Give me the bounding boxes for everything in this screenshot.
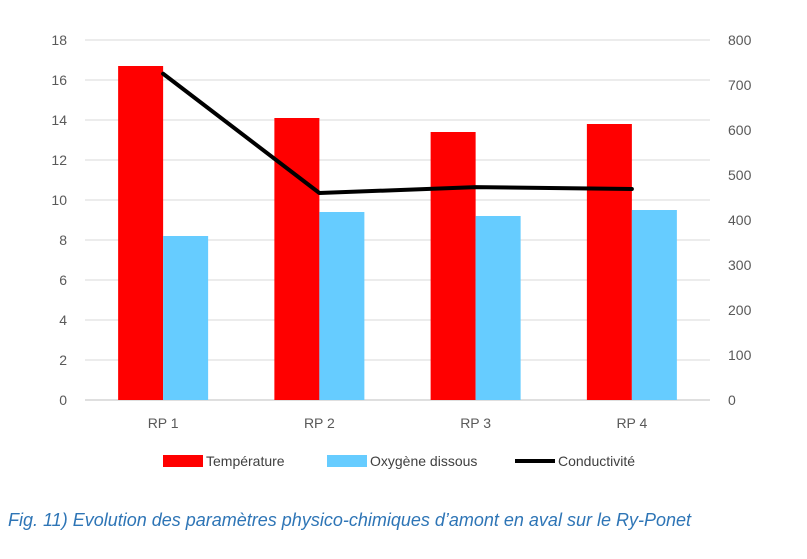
bar-temp-rature-rp-3: [430, 132, 476, 400]
left-tick-label: 4: [59, 312, 67, 328]
bar-oxyg-ne-dissous-rp-1: [163, 236, 209, 400]
right-tick-label: 700: [728, 77, 752, 93]
bar-temp-rature-rp-1: [118, 66, 164, 400]
left-tick-label: 2: [59, 352, 67, 368]
left-axis-ticks: 0 2 4 6 8 10 12 14 16 18: [51, 32, 67, 408]
bar-temp-rature-rp-2: [274, 118, 320, 400]
legend-swatch: [327, 455, 367, 467]
left-tick-label: 12: [51, 152, 67, 168]
right-tick-label: 600: [728, 122, 752, 138]
right-tick-label: 500: [728, 167, 752, 183]
right-axis-ticks: 0 100 200 300 400 500 600 700 800: [728, 32, 752, 408]
bar-temp-rature-rp-4: [586, 124, 632, 400]
left-tick-label: 10: [51, 192, 67, 208]
left-tick-label: 18: [51, 32, 67, 48]
left-tick-label: 0: [59, 392, 67, 408]
right-tick-label: 100: [728, 347, 752, 363]
x-tick-label: RP 4: [616, 415, 647, 431]
left-tick-label: 8: [59, 232, 67, 248]
right-tick-label: 800: [728, 32, 752, 48]
line-series: [161, 71, 634, 195]
x-tick-label: RP 3: [460, 415, 491, 431]
bar-oxyg-ne-dissous-rp-3: [475, 216, 521, 400]
bar-oxyg-ne-dissous-rp-4: [631, 210, 677, 400]
legend-swatch: [163, 455, 203, 467]
left-tick-label: 16: [51, 72, 67, 88]
right-tick-label: 400: [728, 212, 752, 228]
right-tick-label: 0: [728, 392, 736, 408]
legend: Température Oxygène dissous Conductivité: [163, 453, 635, 469]
line-conductivite: [161, 71, 634, 195]
legend-label: Conductivité: [558, 453, 635, 469]
x-axis-ticks: RP 1 RP 2 RP 3 RP 4: [148, 415, 648, 431]
bar-oxyg-ne-dissous-rp-2: [319, 212, 365, 400]
right-tick-label: 300: [728, 257, 752, 273]
figure-caption: Fig. 11) Evolution des paramètres physic…: [8, 510, 691, 530]
legend-label: Température: [206, 453, 285, 469]
right-tick-label: 200: [728, 302, 752, 318]
x-tick-label: RP 2: [304, 415, 335, 431]
left-tick-label: 14: [51, 112, 67, 128]
x-tick-label: RP 1: [148, 415, 179, 431]
left-tick-label: 6: [59, 272, 67, 288]
chart-figure: 0 2 4 6 8 10 12 14 16 18 0 100 200 300 400 500 600 700 80…: [51, 32, 752, 469]
bar-series: [118, 66, 677, 400]
legend-label: Oxygène dissous: [370, 453, 477, 469]
